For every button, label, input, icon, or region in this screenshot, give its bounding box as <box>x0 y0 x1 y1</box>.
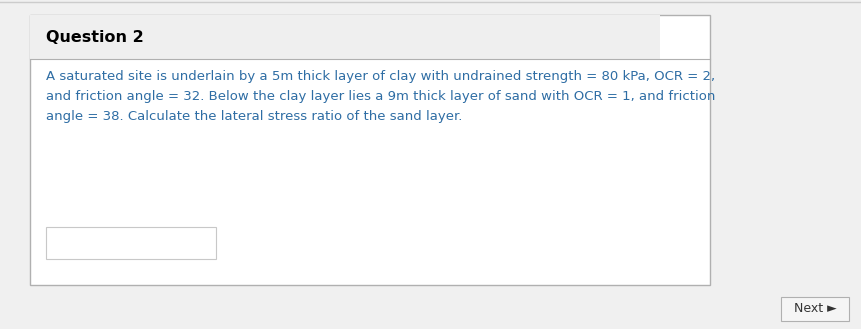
FancyBboxPatch shape <box>46 227 216 259</box>
FancyBboxPatch shape <box>781 297 849 321</box>
Text: A saturated site is underlain by a 5m thick layer of clay with undrained strengt: A saturated site is underlain by a 5m th… <box>46 70 715 83</box>
Text: Next ►: Next ► <box>794 302 836 316</box>
Text: and friction angle = 32. Below the clay layer lies a 9m thick layer of sand with: and friction angle = 32. Below the clay … <box>46 90 715 103</box>
Text: angle = 38. Calculate the lateral stress ratio of the sand layer.: angle = 38. Calculate the lateral stress… <box>46 110 462 123</box>
FancyBboxPatch shape <box>30 15 660 59</box>
FancyBboxPatch shape <box>30 15 710 285</box>
Text: Question 2: Question 2 <box>46 30 144 44</box>
